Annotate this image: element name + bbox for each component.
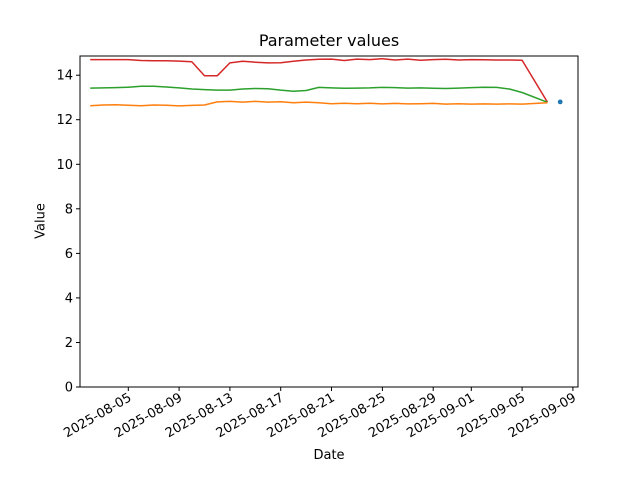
scatter-point bbox=[557, 99, 563, 105]
line-series-green bbox=[90, 85, 548, 103]
plot-area bbox=[79, 55, 579, 388]
y-tick-label: 6 bbox=[65, 247, 73, 262]
x-axis-label: Date bbox=[313, 448, 345, 463]
y-axis-label: Value bbox=[33, 203, 49, 239]
y-tick-label: 4 bbox=[65, 291, 73, 306]
y-tick-label: 14 bbox=[56, 69, 73, 84]
line-series-orange bbox=[90, 100, 548, 107]
y-tick-label: 2 bbox=[65, 336, 73, 351]
y-tick-label: 0 bbox=[65, 381, 73, 396]
y-tick-label: 10 bbox=[56, 158, 73, 173]
y-tick-label: 12 bbox=[56, 113, 73, 128]
chart-title: Parameter values bbox=[258, 31, 400, 50]
line-series-red bbox=[90, 57, 549, 103]
y-tick-label: 8 bbox=[65, 202, 73, 217]
